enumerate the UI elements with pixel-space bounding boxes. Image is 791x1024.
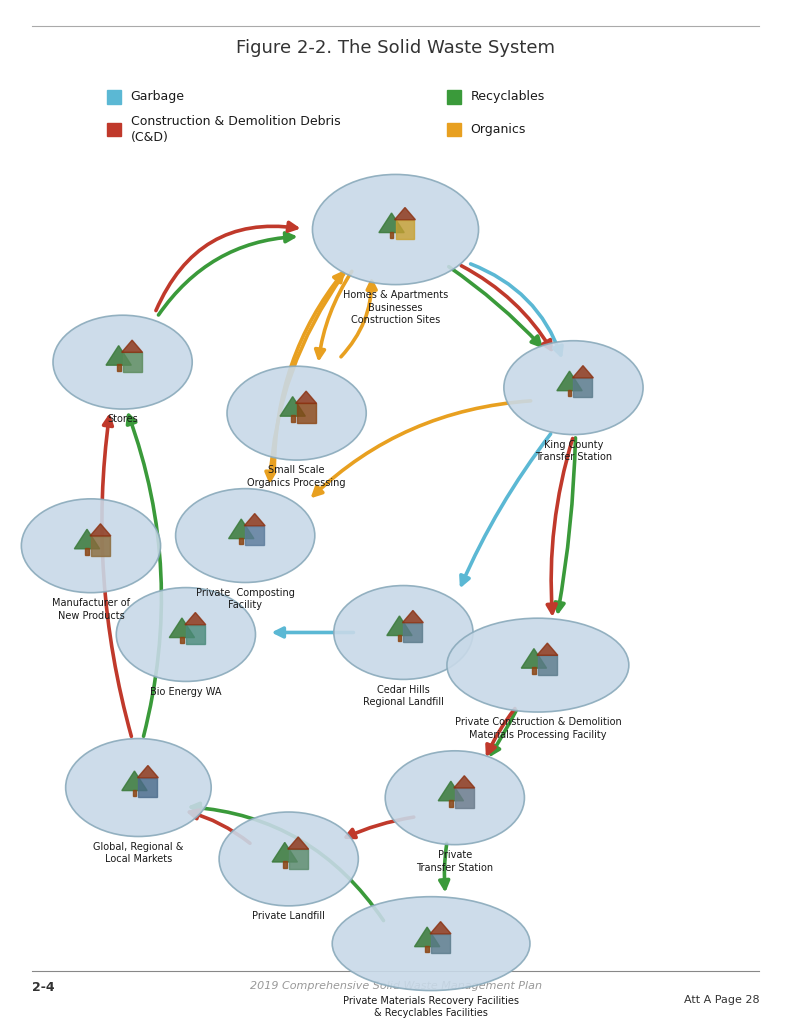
Polygon shape: [122, 771, 147, 791]
Polygon shape: [138, 766, 158, 778]
Polygon shape: [288, 837, 308, 849]
Polygon shape: [521, 648, 547, 669]
Bar: [107, 123, 121, 136]
Polygon shape: [395, 208, 415, 220]
Ellipse shape: [66, 738, 211, 837]
Polygon shape: [122, 340, 142, 352]
Bar: [403, 623, 422, 642]
Ellipse shape: [447, 618, 629, 712]
Polygon shape: [379, 213, 404, 232]
Text: Stores: Stores: [108, 414, 138, 424]
Text: Att A Page 28: Att A Page 28: [683, 994, 759, 1005]
Polygon shape: [296, 391, 316, 403]
Text: Garbage: Garbage: [131, 90, 184, 103]
Polygon shape: [106, 346, 131, 366]
Text: Private  Composting
Facility: Private Composting Facility: [196, 588, 295, 610]
Text: Figure 2-2. The Solid Waste System: Figure 2-2. The Solid Waste System: [236, 39, 555, 56]
Bar: [123, 352, 142, 372]
Bar: [291, 416, 294, 422]
Text: Homes & Apartments
Businesses
Construction Sites: Homes & Apartments Businesses Constructi…: [343, 290, 448, 326]
Bar: [538, 655, 557, 675]
Text: King County
Transfer Station: King County Transfer Station: [535, 439, 612, 463]
Ellipse shape: [219, 812, 358, 906]
Polygon shape: [557, 371, 582, 391]
Ellipse shape: [176, 488, 315, 583]
Bar: [447, 90, 461, 103]
Bar: [133, 790, 136, 797]
Bar: [186, 625, 205, 644]
Text: Private Materials Recovery Facilities
& Recyclables Facilities: Private Materials Recovery Facilities & …: [343, 995, 519, 1019]
Text: Organics: Organics: [471, 123, 526, 136]
Polygon shape: [454, 776, 475, 787]
Bar: [117, 365, 120, 371]
Text: Manufacturer of
New Products: Manufacturer of New Products: [52, 598, 130, 621]
Bar: [573, 378, 592, 397]
Bar: [240, 538, 243, 545]
Text: Cedar Hills
Regional Landfill: Cedar Hills Regional Landfill: [363, 684, 444, 708]
Text: 2019 Comprehensive Solid Waste Management Plan: 2019 Comprehensive Solid Waste Managemen…: [249, 981, 542, 991]
Bar: [449, 800, 452, 807]
Polygon shape: [573, 366, 593, 378]
Polygon shape: [74, 529, 100, 549]
Bar: [297, 403, 316, 423]
Bar: [283, 861, 286, 867]
Polygon shape: [537, 643, 558, 655]
Text: Private
Transfer Station: Private Transfer Station: [416, 850, 494, 872]
Polygon shape: [169, 618, 195, 638]
Polygon shape: [185, 612, 206, 625]
Text: Private Landfill: Private Landfill: [252, 911, 325, 921]
Bar: [431, 934, 450, 953]
Ellipse shape: [53, 315, 192, 409]
Polygon shape: [272, 843, 297, 862]
Bar: [447, 123, 461, 136]
Ellipse shape: [334, 586, 473, 679]
Polygon shape: [90, 523, 111, 536]
Ellipse shape: [504, 341, 643, 434]
Ellipse shape: [385, 751, 524, 845]
Ellipse shape: [332, 897, 530, 990]
Bar: [455, 787, 474, 808]
Bar: [107, 90, 121, 103]
Bar: [568, 390, 571, 396]
Text: Bio Energy WA: Bio Energy WA: [150, 686, 221, 696]
Bar: [398, 635, 401, 641]
Polygon shape: [438, 781, 464, 801]
Text: Recyclables: Recyclables: [471, 90, 545, 103]
Bar: [180, 637, 184, 643]
Ellipse shape: [312, 174, 479, 285]
Ellipse shape: [227, 367, 366, 460]
Polygon shape: [403, 610, 423, 623]
Text: Private Construction & Demolition
Materials Processing Facility: Private Construction & Demolition Materi…: [455, 717, 621, 740]
Bar: [426, 946, 429, 952]
Bar: [85, 548, 89, 555]
Bar: [245, 525, 264, 546]
Polygon shape: [244, 513, 265, 525]
Bar: [138, 778, 157, 798]
Bar: [289, 849, 308, 868]
Text: 2-4: 2-4: [32, 981, 55, 994]
Polygon shape: [387, 616, 412, 636]
Text: Construction & Demolition Debris
(C&D): Construction & Demolition Debris (C&D): [131, 115, 340, 144]
Bar: [396, 220, 414, 240]
Text: Global, Regional &
Local Markets: Global, Regional & Local Markets: [93, 842, 184, 864]
Polygon shape: [229, 519, 254, 539]
Ellipse shape: [116, 588, 255, 681]
Polygon shape: [430, 922, 451, 934]
Text: Small Scale
Organics Processing: Small Scale Organics Processing: [248, 465, 346, 488]
Polygon shape: [280, 396, 305, 416]
Polygon shape: [414, 927, 440, 946]
Bar: [390, 231, 393, 239]
Bar: [532, 668, 536, 674]
Ellipse shape: [21, 499, 161, 593]
Bar: [91, 536, 110, 556]
